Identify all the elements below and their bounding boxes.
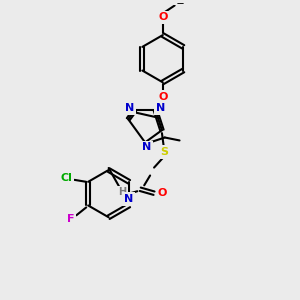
Text: O: O — [157, 188, 167, 198]
Text: S: S — [160, 147, 168, 157]
Text: N: N — [125, 103, 134, 113]
Text: H: H — [118, 187, 127, 197]
Text: N: N — [142, 142, 152, 152]
Text: Cl: Cl — [61, 173, 72, 183]
Text: N: N — [156, 103, 165, 113]
Text: O: O — [158, 92, 167, 102]
Text: —: — — [177, 0, 184, 6]
Text: F: F — [67, 214, 74, 224]
Text: O: O — [158, 12, 167, 22]
Text: N: N — [124, 194, 133, 204]
